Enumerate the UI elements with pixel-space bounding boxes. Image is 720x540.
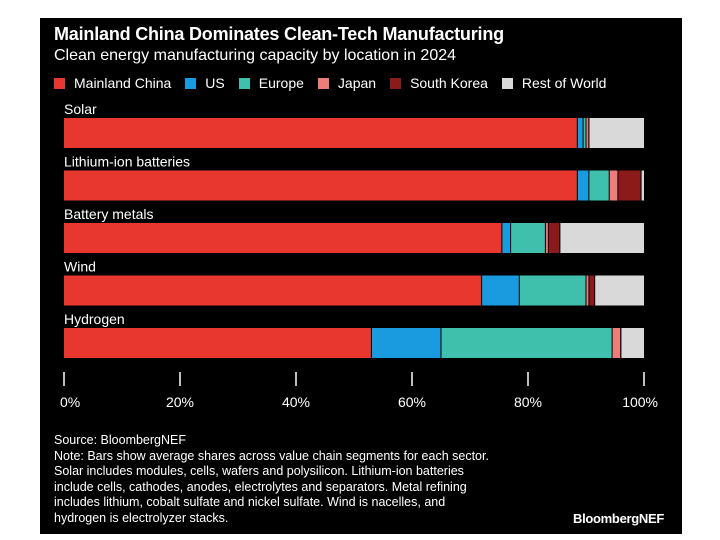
legend-label: South Korea [410,75,488,91]
bar-battery-metals-south-korea [548,223,560,253]
bar-wind-europe [519,275,586,306]
note-line: include cells, cathodes, anodes, electro… [54,479,467,494]
legend: Mainland China US Europe Japan South Kor… [54,75,620,91]
bar-hydrogen-japan [612,328,621,358]
x-tick-label: 80% [514,394,542,410]
brand-logo-text: BloombergNEF [572,511,664,526]
note-line: Note: Bars show average shares across va… [54,448,489,463]
x-tick-label: 0% [60,394,80,410]
chart-title: Mainland China Dominates Clean-Tech Manu… [54,24,504,44]
bar-lithium-ion-batteries-us [577,170,589,201]
category-label-hydrogen: Hydrogen [64,311,125,327]
bar-solar-japan [586,118,589,148]
legend-swatch [54,77,65,89]
legend-swatch [390,77,402,89]
legend-label: Japan [337,75,377,91]
legend-label: Mainland China [74,75,172,91]
bar-hydrogen-rest-of-world [620,328,644,358]
category-label-lithium-ion-batteries: Lithium-ion batteries [64,154,190,170]
note-line: includes lithium, cobalt sulfate and nic… [54,495,446,509]
bar-lithium-ion-batteries-japan [609,170,618,201]
x-tick-label: 20% [166,394,194,410]
bar-solar-us [577,118,584,148]
bar-solar-mainland-china [64,118,578,148]
source-note: Source: BloombergNEF [54,433,187,447]
bar-wind-mainland-china [64,275,482,306]
legend-item-us: US [185,75,225,91]
legend-swatch [185,77,197,89]
bar-wind-japan [586,275,589,306]
bar-battery-metals-rest-of-world [559,223,644,253]
bar-lithium-ion-batteries-europe [588,170,610,201]
bar-battery-metals-europe [510,223,546,253]
legend-label: Rest of World [521,75,607,91]
legend-item-south-korea: South Korea [390,75,488,91]
x-tick-label: 100% [622,394,658,410]
x-tick-label: 60% [398,394,426,410]
stacked-bar-chart: Solar Lithium-ion batteries Battery metals… [60,101,658,410]
bar-hydrogen-mainland-china [64,328,372,358]
legend-item-rest-of-world: Rest of World [501,75,607,91]
bar-wind-south-korea [588,275,595,306]
chart-card: Mainland China Dominates Clean-Tech Manu… [40,18,682,534]
bar-lithium-ion-batteries-rest-of-world [641,170,644,201]
legend-swatch [501,77,513,89]
note-line: Solar includes modules, cells, wafers an… [54,464,464,478]
legend-item-europe: Europe [238,75,304,91]
chart-notes: Source: BloombergNEF Note: Bars show ave… [54,433,574,526]
legend-label: US [205,75,225,91]
legend-label: Europe [258,75,304,91]
bar-battery-metals-us [501,223,511,253]
bar-hydrogen-us [371,328,441,358]
legend-item-japan: Japan [317,75,377,91]
bar-wind-us [481,275,520,306]
bar-battery-metals-mainland-china [64,223,502,253]
category-label-solar: Solar [64,101,97,117]
bar-solar-rest-of-world [588,118,644,148]
category-label-wind: Wind [64,259,96,275]
x-tick-label: 40% [282,394,310,410]
bar-lithium-ion-batteries-mainland-china [64,170,578,201]
bar-battery-metals-japan [545,223,549,253]
legend-swatch [238,77,250,89]
legend-swatch [317,77,329,89]
category-label-battery-metals: Battery metals [64,206,153,222]
bar-hydrogen-europe [441,328,613,358]
chart-subtitle: Clean energy manufacturing capacity by l… [54,47,457,64]
note-line: hydrogen is electrolyzer stacks. [54,510,229,525]
bar-solar-europe [583,118,586,148]
legend-item-mainland-china: Mainland China [54,75,171,91]
bar-wind-rest-of-world [594,275,644,306]
bar-lithium-ion-batteries-south-korea [617,170,642,201]
